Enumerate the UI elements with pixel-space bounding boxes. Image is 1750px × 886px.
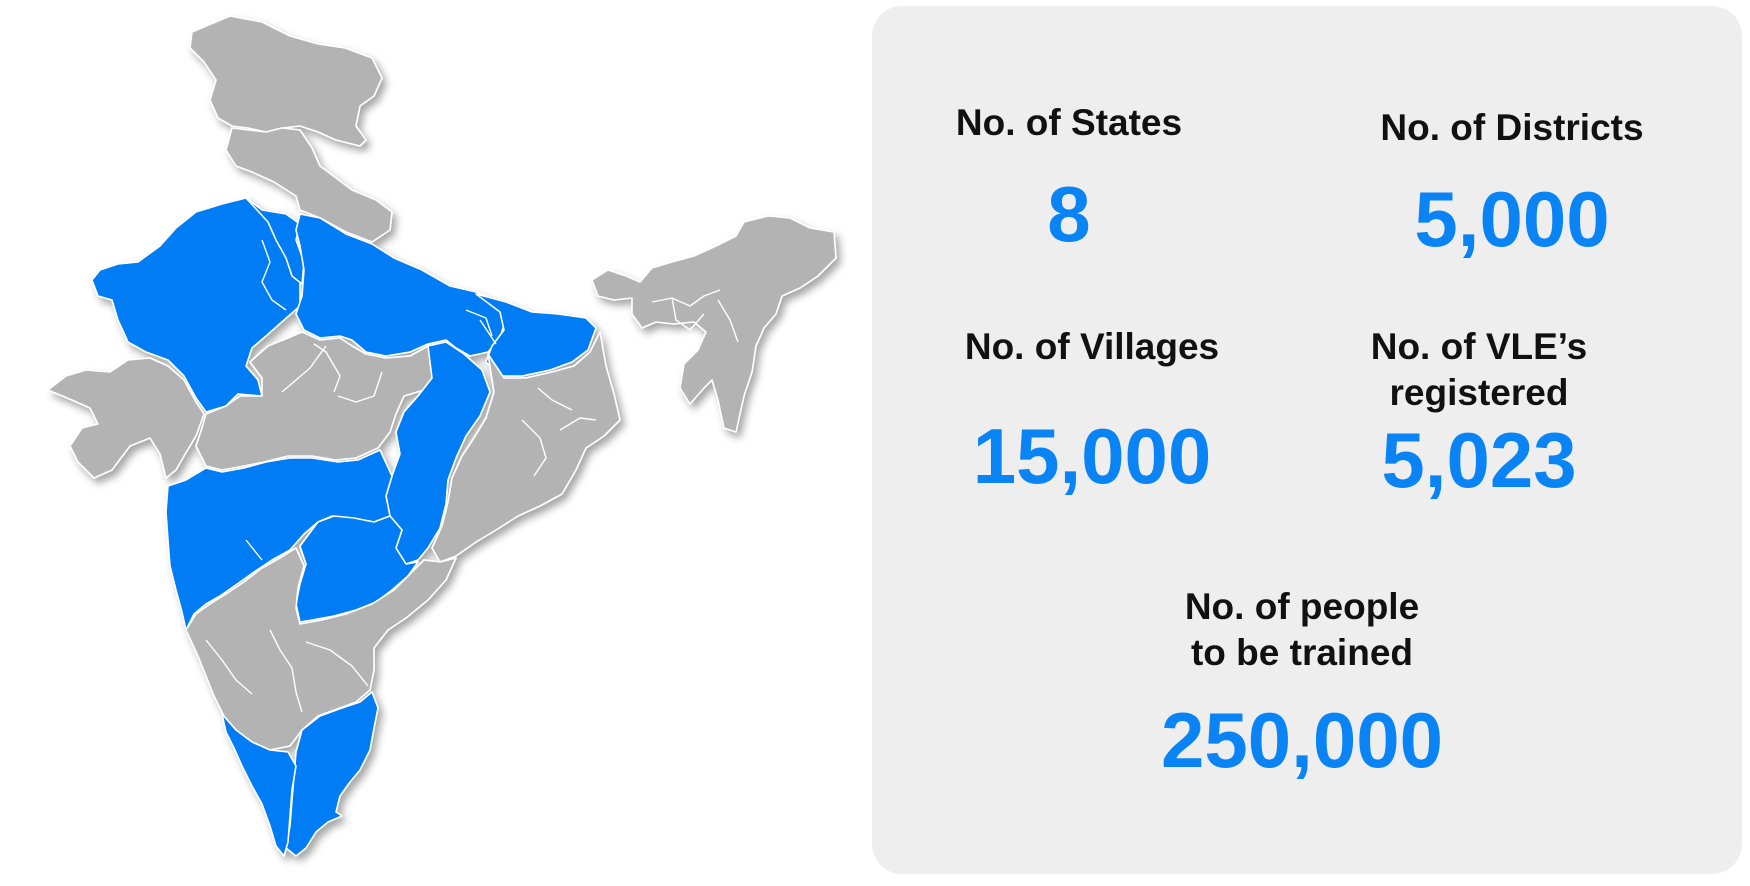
region-gujarat [47,357,205,479]
india-map [0,0,860,886]
stat-districts: No. of Districts 5,000 [1380,105,1643,259]
stat-states: No. of States 8 [956,100,1182,254]
stat-people-label-line2: to be trained [1190,632,1414,673]
stat-vles-label-line1: No. of VLE’s [1370,326,1588,367]
stat-states-label: No. of States [955,102,1183,143]
stat-states-value: 8 [1047,170,1091,258]
region-himachal-punjab [225,127,393,243]
region-kerala[interactable] [221,713,297,857]
stat-people-value: 250,000 [1161,696,1443,784]
region-maharashtra[interactable] [165,449,393,631]
region-telangana[interactable] [295,515,419,623]
stat-districts-label: No. of Districts [1380,107,1644,148]
region-bihar[interactable] [475,293,597,377]
stats-panel: No. of States 8 No. of Districts 5,000 N… [872,6,1742,874]
region-uttar-pradesh[interactable] [295,213,507,357]
stat-vles-label-line2: registered [1389,372,1569,413]
stat-villages-value: 15,000 [972,412,1212,500]
border-lines [205,239,739,713]
region-chhattisgarh[interactable] [385,341,491,565]
stat-vles: No. of VLE’s registered 5,023 [1371,324,1588,500]
region-east-india [431,331,621,563]
stat-vles-value: 5,023 [1381,416,1577,504]
stat-districts-value: 5,000 [1414,175,1610,263]
region-northeast [591,215,837,433]
stat-villages: No. of Villages 15,000 [965,324,1219,496]
stat-villages-label: No. of Villages [964,326,1220,367]
stat-people-label-line1: No. of people [1184,586,1420,627]
india-map-svg [47,15,837,857]
stat-people: No. of people to be trained 250,000 [1161,584,1443,780]
region-jammu-kashmir [189,15,383,147]
